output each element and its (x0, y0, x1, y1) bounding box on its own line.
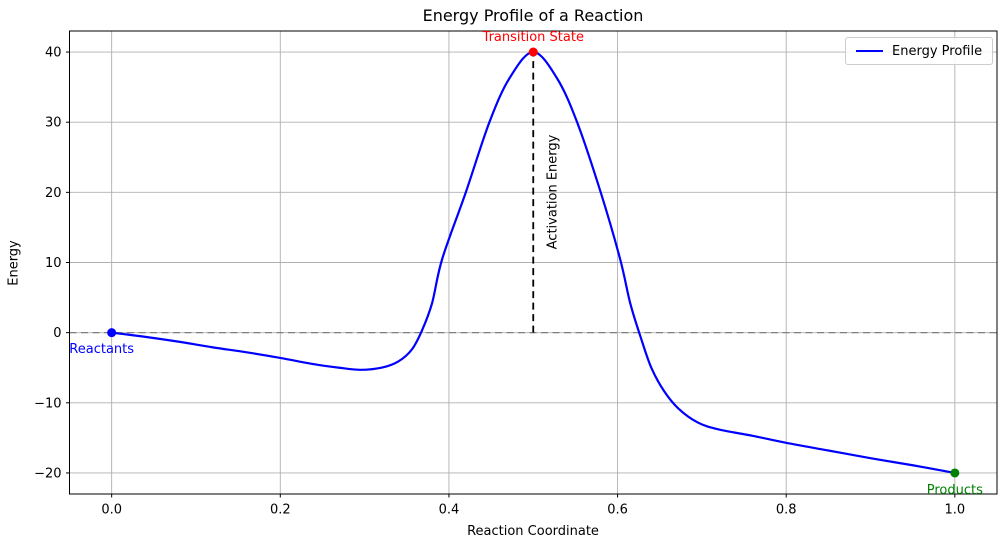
y-tick-label: 20 (45, 186, 62, 201)
transition-state-marker (528, 47, 538, 57)
x-tick-label: 0.8 (776, 503, 797, 518)
chart-title: Energy Profile of a Reaction (422, 6, 644, 25)
y-tick-label: −10 (34, 396, 61, 411)
y-tick-label: 30 (45, 116, 62, 131)
annotation-reactants: Reactants (69, 341, 135, 357)
x-tick-label: 0.0 (101, 503, 122, 518)
y-tick-label: 0 (53, 326, 61, 341)
energy-profile-curve (110, 50, 956, 475)
legend-entry-label: Energy Profile (892, 43, 983, 59)
annotation-activation-energy: Activation Energy (545, 134, 561, 250)
x-tick-label: 1.0 (944, 503, 965, 518)
reactants-marker (107, 328, 117, 338)
x-tick-label: 0.6 (607, 503, 628, 518)
annotation-products: Products (926, 482, 983, 498)
products-marker (950, 468, 960, 478)
y-tick-label: −20 (34, 466, 61, 481)
x-tick-label: 0.2 (270, 503, 291, 518)
legend-line-swatch (856, 50, 883, 52)
y-tick-label: 10 (45, 256, 62, 271)
annotation-transition-state: Transition State (482, 30, 584, 46)
y-axis-label: Energy (6, 240, 22, 286)
y-tick-label: 40 (45, 46, 62, 61)
x-axis-label: Reaction Coordinate (467, 524, 599, 539)
legend: Energy Profile (845, 37, 993, 65)
x-tick-label: 0.4 (439, 503, 460, 518)
